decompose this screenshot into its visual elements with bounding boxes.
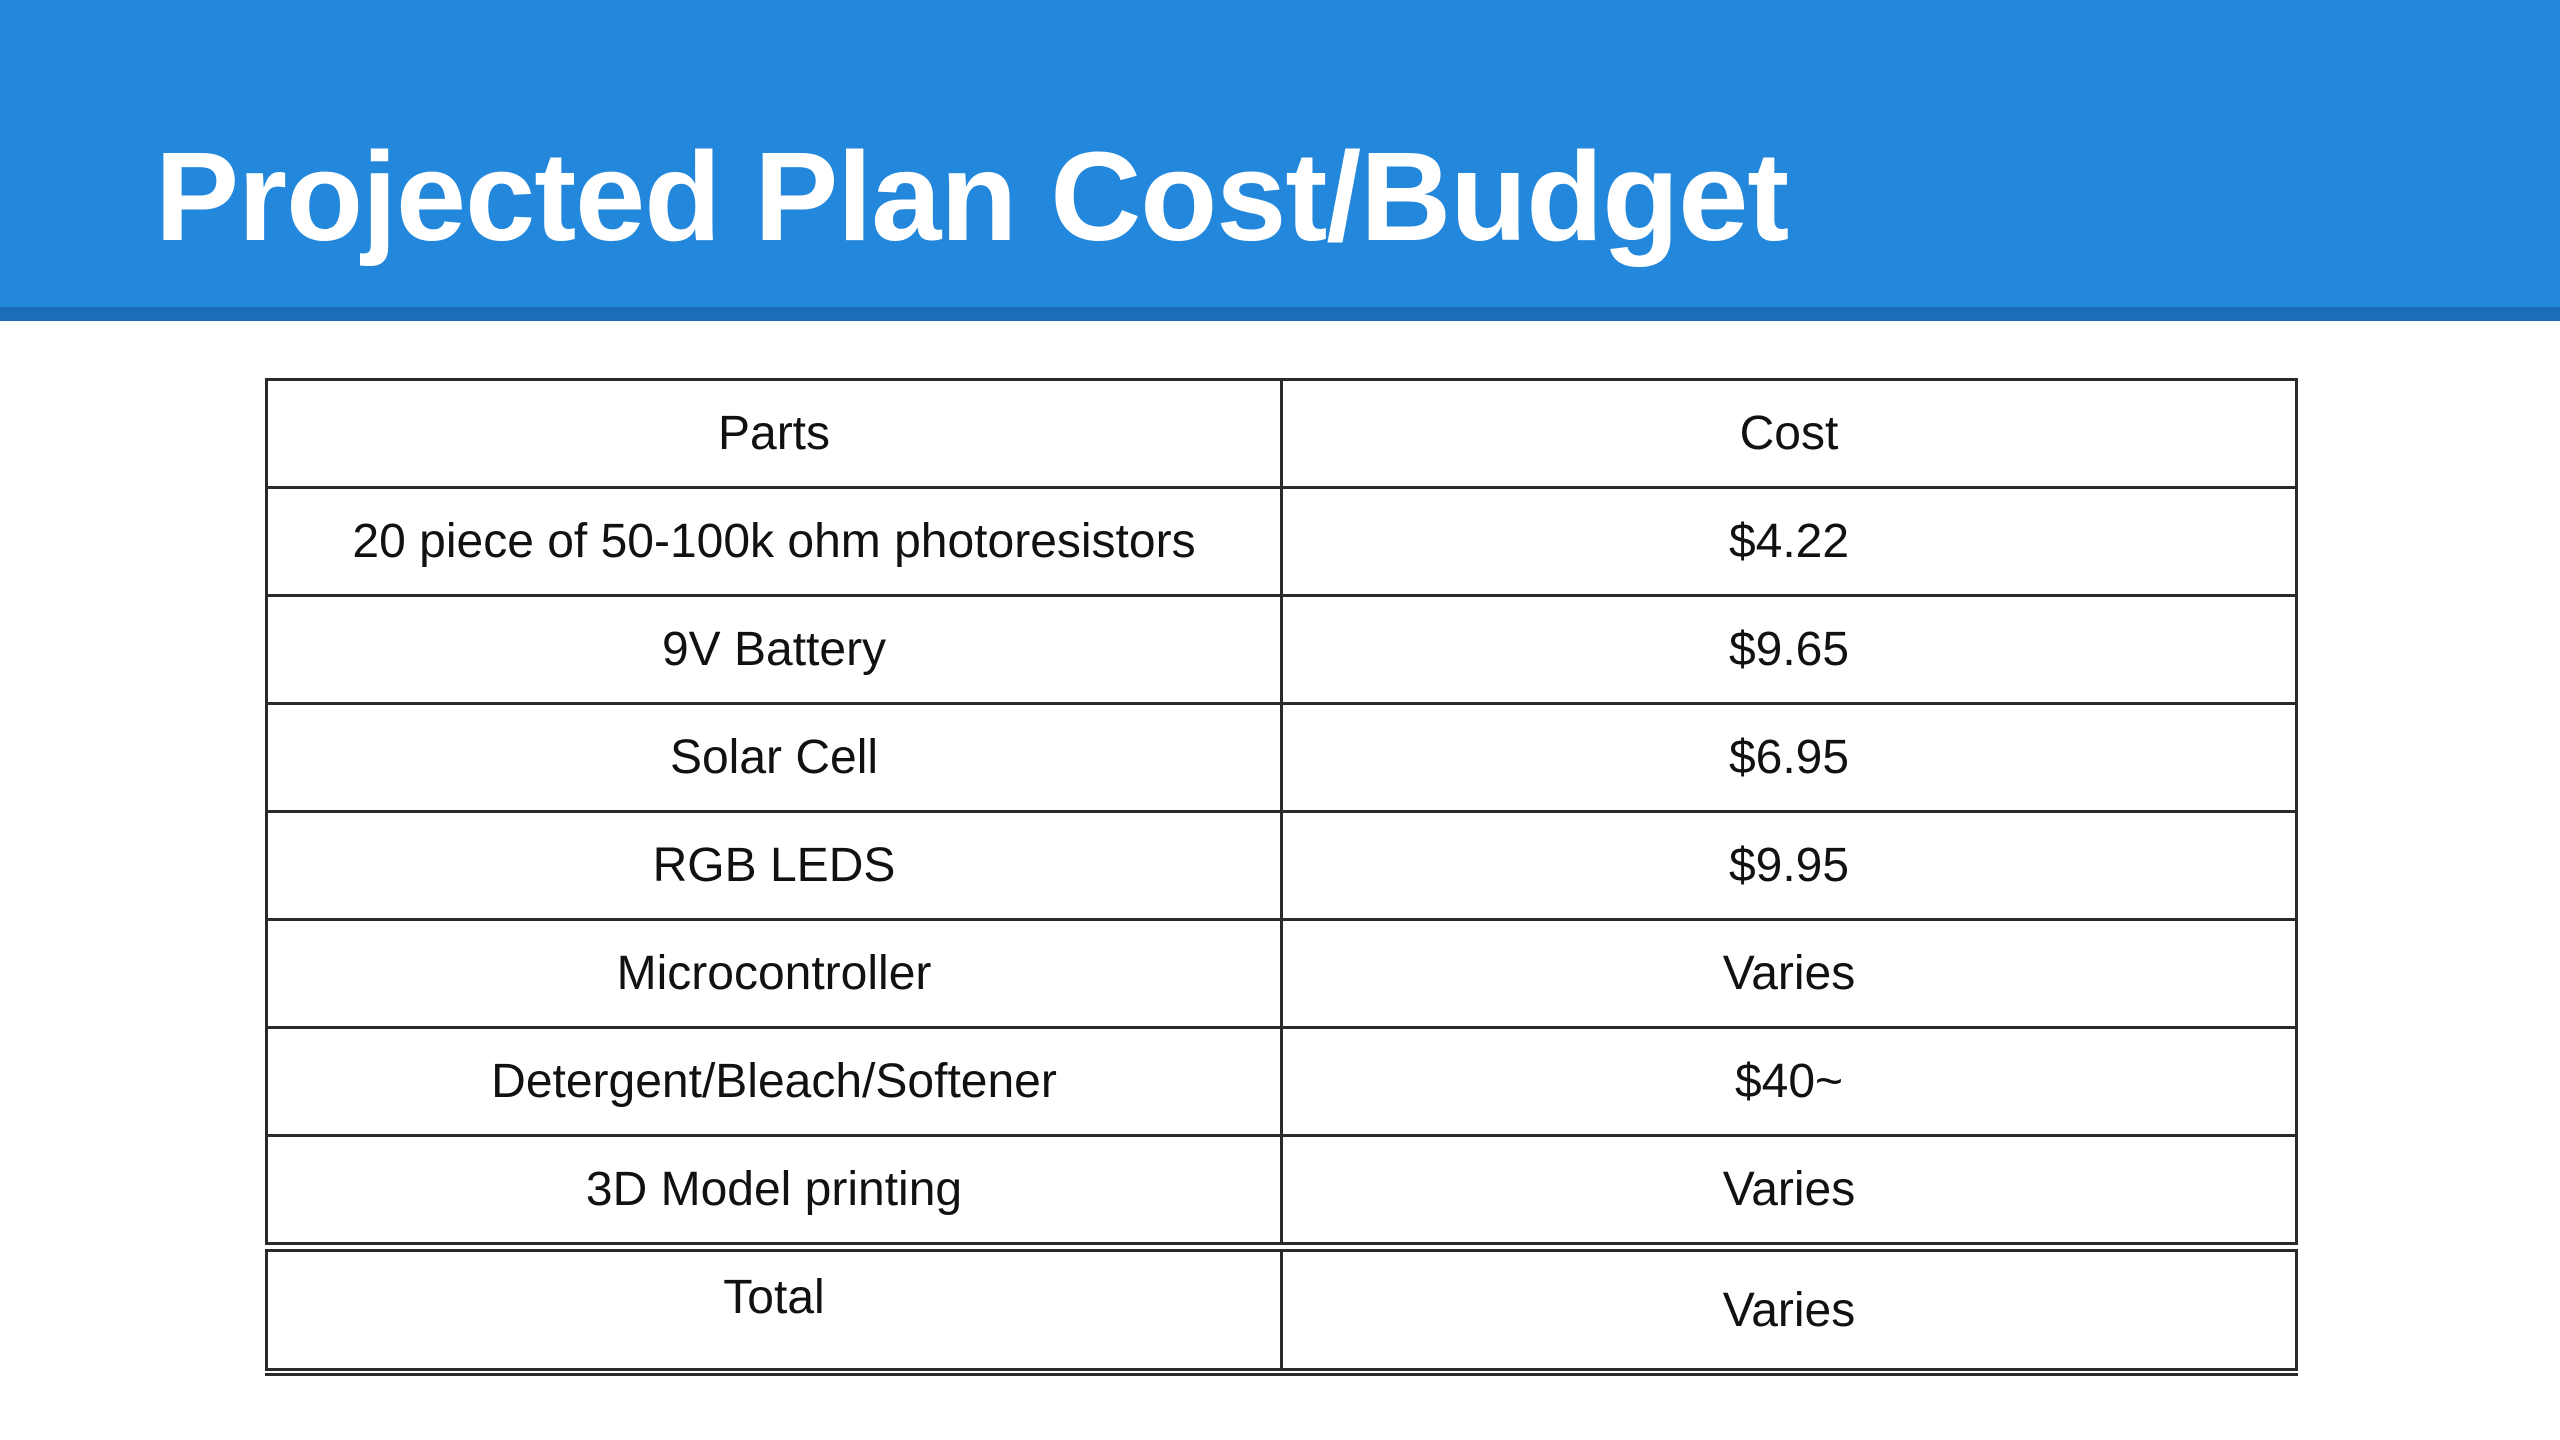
cost-cell: $6.95 <box>1280 702 2298 813</box>
table-row: Microcontroller Varies <box>265 918 2298 1029</box>
budget-table: Parts Cost 20 piece of 50-100k ohm photo… <box>265 378 2298 1376</box>
table-header-row: Parts Cost <box>265 378 2298 489</box>
total-row: Total Varies <box>265 1242 2298 1376</box>
header-parts: Parts <box>265 378 1283 489</box>
part-cell: 3D Model printing <box>265 1134 1283 1249</box>
cost-cell: $40~ <box>1280 1026 2298 1137</box>
cost-cell: $9.65 <box>1280 594 2298 705</box>
table-row: 9V Battery $9.65 <box>265 594 2298 705</box>
table-row: 3D Model printing Varies <box>265 1134 2298 1249</box>
title-bar-divider <box>0 307 2560 321</box>
cost-cell: Varies <box>1280 918 2298 1029</box>
cost-cell: Varies <box>1280 1134 2298 1249</box>
part-cell: Detergent/Bleach/Softener <box>265 1026 1283 1137</box>
part-cell: RGB LEDS <box>265 810 1283 921</box>
table-row: RGB LEDS $9.95 <box>265 810 2298 921</box>
header-cost: Cost <box>1280 378 2298 489</box>
part-cell: 20 piece of 50-100k ohm photoresistors <box>265 486 1283 597</box>
part-cell: Solar Cell <box>265 702 1283 813</box>
part-cell: 9V Battery <box>265 594 1283 705</box>
budget-table-container: Parts Cost 20 piece of 50-100k ohm photo… <box>265 378 2298 1376</box>
title-bar <box>0 0 2560 307</box>
cost-cell: $9.95 <box>1280 810 2298 921</box>
table-row: Detergent/Bleach/Softener $40~ <box>265 1026 2298 1137</box>
slide-title: Projected Plan Cost/Budget <box>155 126 1789 267</box>
table-row: 20 piece of 50-100k ohm photoresistors $… <box>265 486 2298 597</box>
cost-cell: $4.22 <box>1280 486 2298 597</box>
table-row: Solar Cell $6.95 <box>265 702 2298 813</box>
total-label: Total <box>265 1242 1283 1376</box>
part-cell: Microcontroller <box>265 918 1283 1029</box>
total-cost: Varies <box>1280 1242 2298 1376</box>
